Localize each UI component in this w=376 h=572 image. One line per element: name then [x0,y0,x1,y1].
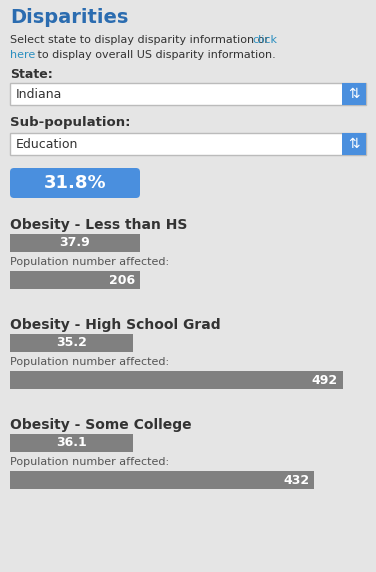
Text: 35.2: 35.2 [56,336,87,349]
Text: 206: 206 [109,273,135,287]
Text: ⇅: ⇅ [348,87,360,101]
Text: Obesity - High School Grad: Obesity - High School Grad [10,318,221,332]
Text: Select state to display disparity information or: Select state to display disparity inform… [10,35,273,45]
Text: Sub-population:: Sub-population: [10,116,130,129]
FancyBboxPatch shape [10,271,140,289]
FancyBboxPatch shape [10,168,140,198]
FancyBboxPatch shape [10,434,133,452]
FancyBboxPatch shape [10,471,314,489]
FancyBboxPatch shape [10,133,366,155]
FancyBboxPatch shape [342,133,366,155]
FancyBboxPatch shape [10,334,133,352]
FancyBboxPatch shape [10,83,366,105]
Text: to display overall US disparity information.: to display overall US disparity informat… [34,50,276,60]
Text: Population number affected:: Population number affected: [10,257,169,267]
Text: 432: 432 [283,474,309,487]
Text: Disparities: Disparities [10,8,128,27]
FancyBboxPatch shape [10,234,140,252]
Text: 37.9: 37.9 [59,236,90,249]
Text: 492: 492 [312,374,338,387]
Text: Population number affected:: Population number affected: [10,357,169,367]
Text: Indiana: Indiana [16,88,62,101]
FancyBboxPatch shape [342,83,366,105]
Text: here: here [10,50,35,60]
Text: click: click [252,35,277,45]
Text: Population number affected:: Population number affected: [10,457,169,467]
FancyBboxPatch shape [10,371,343,389]
Text: Education: Education [16,137,78,150]
Text: ⇅: ⇅ [348,137,360,151]
Text: State:: State: [10,68,53,81]
Text: Obesity - Some College: Obesity - Some College [10,418,192,432]
Text: Obesity - Less than HS: Obesity - Less than HS [10,218,187,232]
Text: 36.1: 36.1 [56,436,87,450]
Text: 31.8%: 31.8% [44,174,106,192]
